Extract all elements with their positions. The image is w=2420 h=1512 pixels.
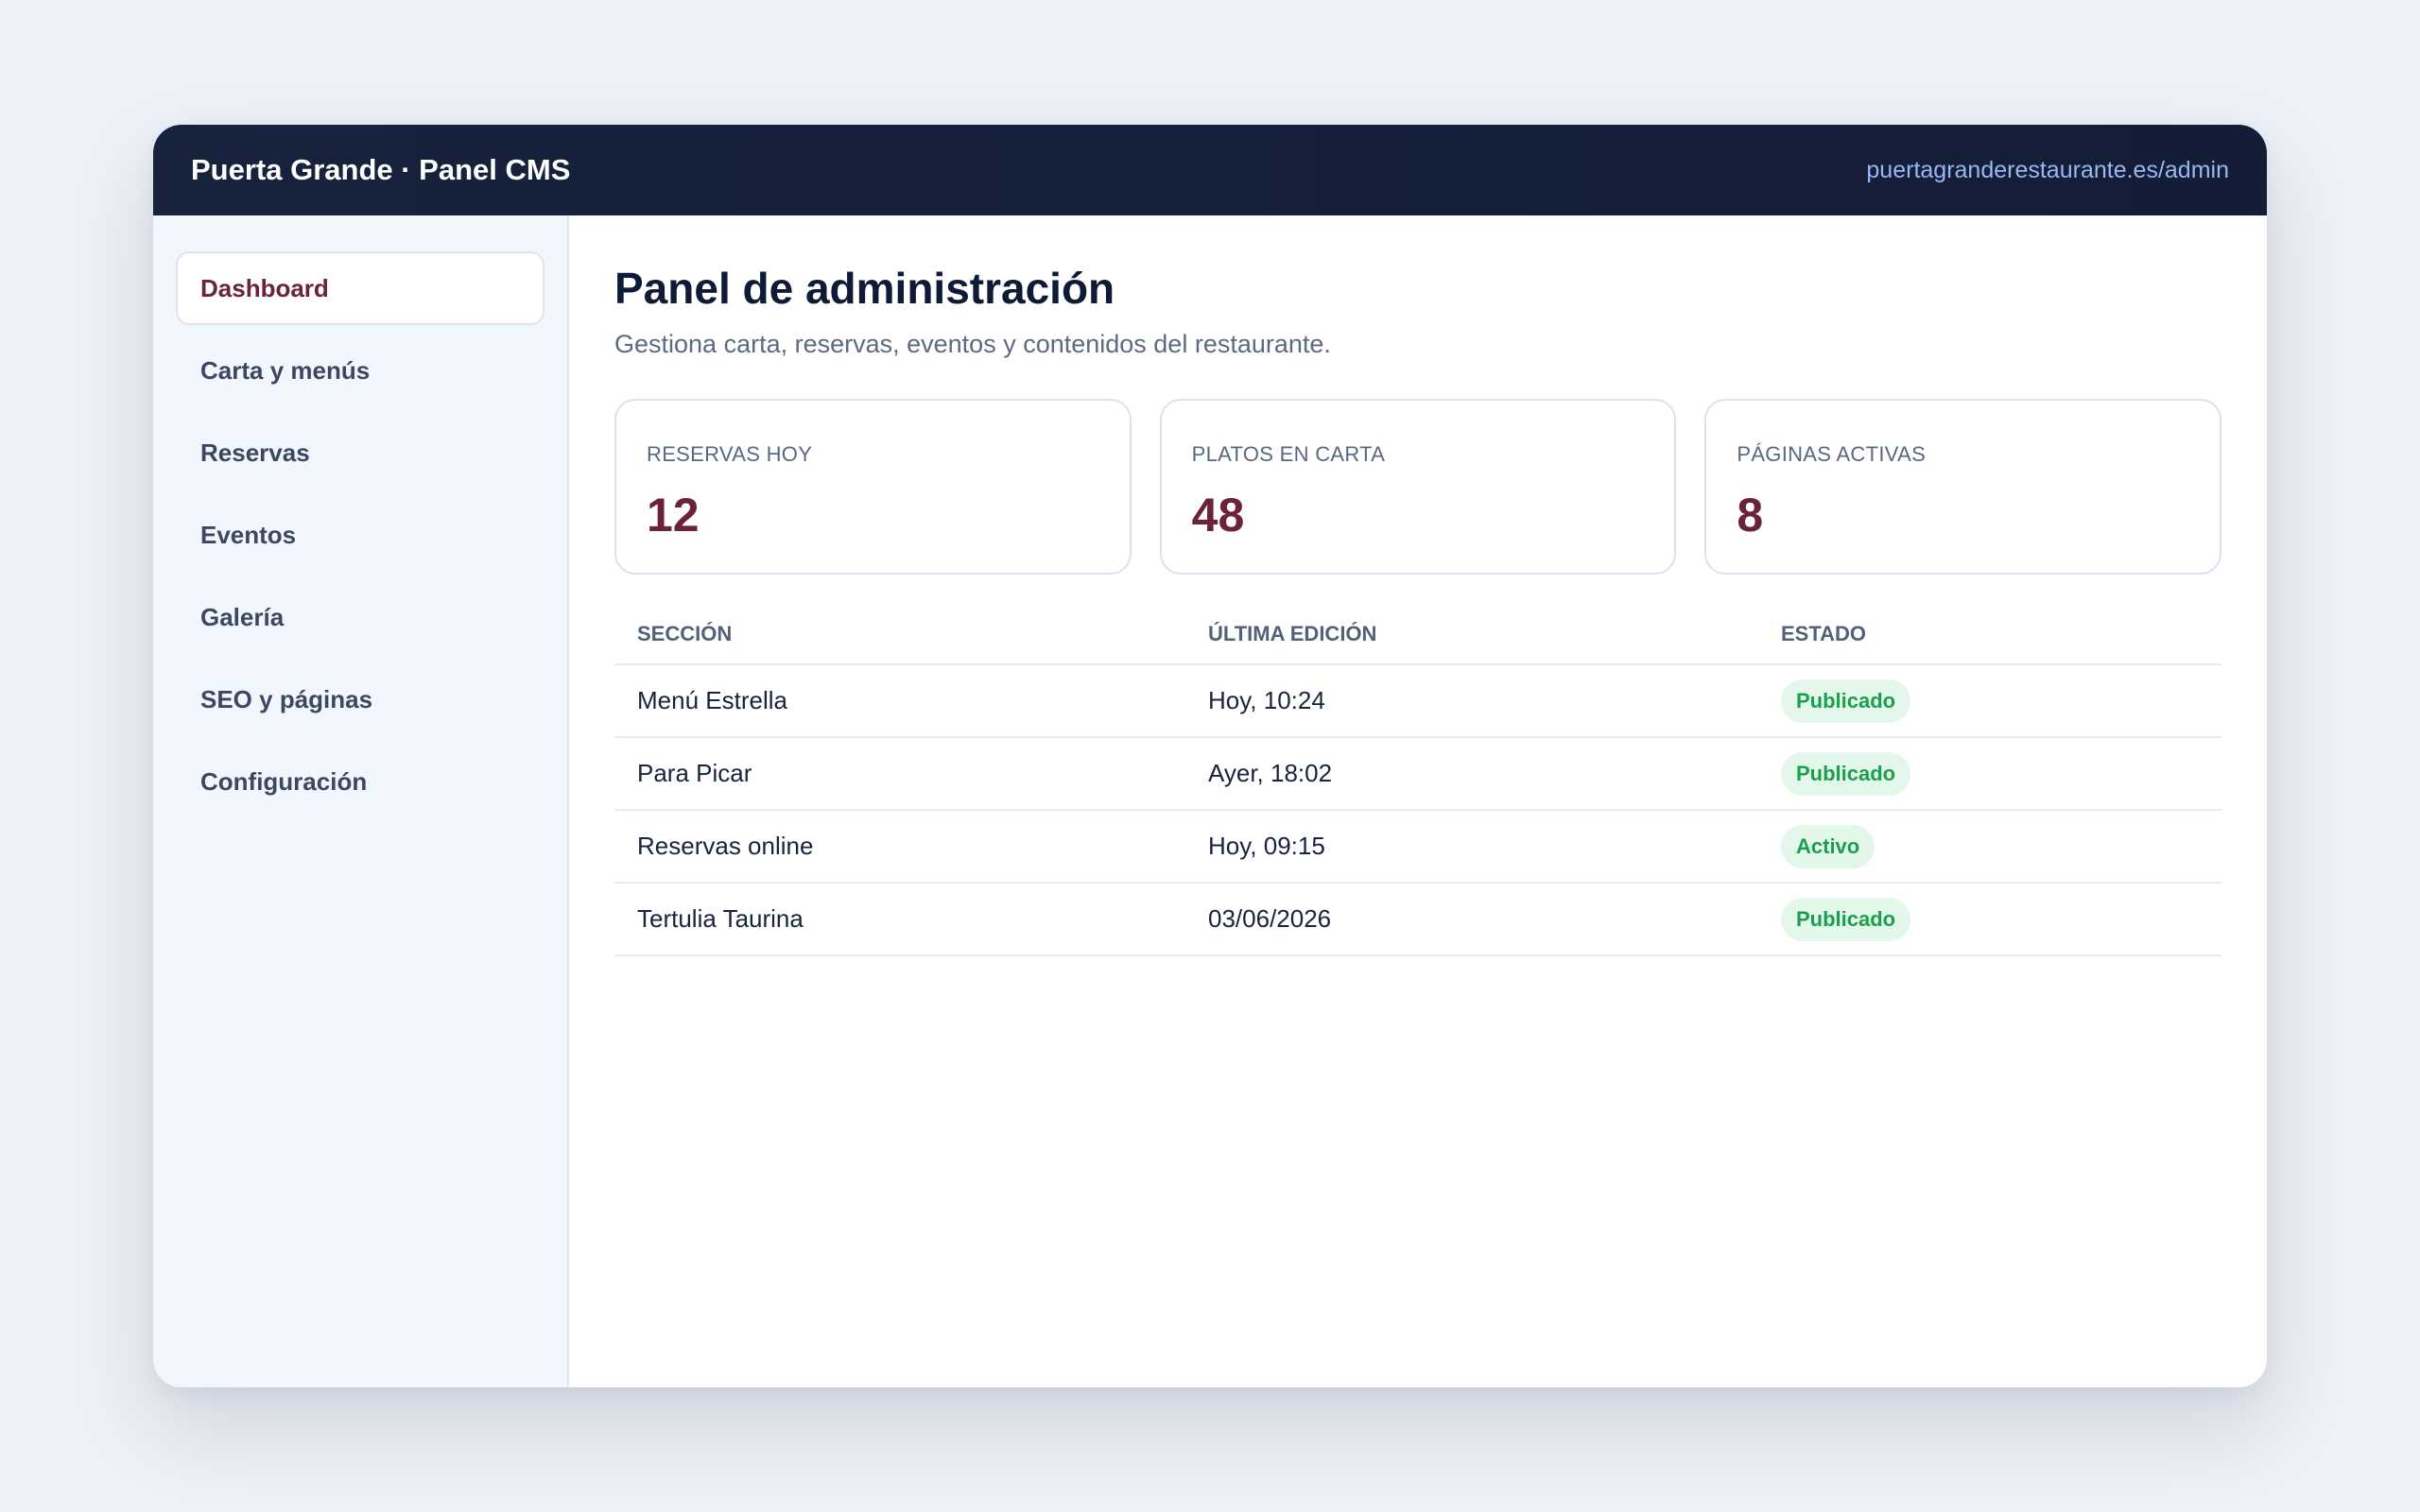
status-badge: Publicado	[1781, 897, 1911, 941]
stat-card-reservas-hoy: RESERVAS HOY 12	[614, 399, 1132, 576]
page-title: Panel de administración	[614, 264, 1115, 313]
section-name: Para Picar	[614, 737, 1185, 812]
column-header-seccion: SECCIÓN	[614, 622, 1185, 666]
stat-label: PÁGINAS ACTIVAS	[1737, 442, 1927, 467]
sections-table: SECCIÓN ÚLTIMA EDICIÓN ESTADO Menú Estre…	[614, 622, 2221, 957]
cms-window: Puerta Grande · Panel CMS puertagrandere…	[153, 125, 2267, 1387]
table-row[interactable]: Reservas online Hoy, 09:15 Activo	[614, 810, 2221, 885]
stat-value: 8	[1737, 489, 1764, 542]
sidebar-item-configuracion[interactable]: Configuración	[200, 766, 368, 796]
stats-row: RESERVAS HOY 12 PLATOS EN CARTA 48 PÁGIN…	[614, 399, 2222, 576]
column-header-ultima-edicion: ÚLTIMA EDICIÓN	[1185, 622, 1758, 666]
table-row[interactable]: Tertulia Taurina 03/06/2026 Publicado	[614, 883, 2221, 957]
table-header-row: SECCIÓN ÚLTIMA EDICIÓN ESTADO	[614, 622, 2221, 666]
page-subtitle: Gestiona carta, reservas, eventos y cont…	[614, 330, 1331, 359]
section-name: Menú Estrella	[614, 664, 1185, 739]
sidebar-item-galeria[interactable]: Galería	[200, 602, 285, 631]
last-edited: 03/06/2026	[1185, 883, 1758, 957]
stat-value: 12	[647, 489, 700, 542]
stat-label: RESERVAS HOY	[647, 442, 813, 467]
section-name: Reservas online	[614, 810, 1185, 885]
sidebar: Dashboard Carta y menús Reservas Eventos…	[153, 215, 569, 1387]
last-edited: Ayer, 18:02	[1185, 737, 1758, 812]
status-badge: Publicado	[1781, 751, 1911, 796]
status-badge: Publicado	[1781, 679, 1911, 723]
stat-label: PLATOS EN CARTA	[1191, 442, 1386, 467]
top-bar: Puerta Grande · Panel CMS puertagrandere…	[153, 125, 2267, 215]
last-edited: Hoy, 09:15	[1185, 810, 1758, 885]
table-row[interactable]: Para Picar Ayer, 18:02 Publicado	[614, 737, 2221, 812]
sidebar-item-dashboard[interactable]: Dashboard	[176, 251, 544, 325]
sidebar-item-eventos[interactable]: Eventos	[200, 520, 297, 549]
sidebar-item-carta-menus[interactable]: Carta y menús	[200, 355, 371, 385]
stat-card-paginas-activas: PÁGINAS ACTIVAS 8	[1704, 399, 2222, 576]
table-row[interactable]: Menú Estrella Hoy, 10:24 Publicado	[614, 664, 2221, 739]
admin-url[interactable]: puertagranderestaurante.es/admin	[1866, 156, 2229, 183]
section-name: Tertulia Taurina	[614, 883, 1185, 957]
last-edited: Hoy, 10:24	[1185, 664, 1758, 739]
column-header-estado: ESTADO	[1758, 622, 2221, 666]
sidebar-item-seo-paginas[interactable]: SEO y páginas	[200, 684, 373, 713]
brand-title: Puerta Grande · Panel CMS	[191, 153, 571, 186]
stat-card-platos-en-carta: PLATOS EN CARTA 48	[1159, 399, 1677, 576]
stat-value: 48	[1191, 489, 1245, 542]
sidebar-item-reservas[interactable]: Reservas	[200, 438, 310, 467]
main-content: Panel de administración Gestiona carta, …	[569, 215, 2267, 1387]
status-badge: Activo	[1781, 824, 1876, 868]
